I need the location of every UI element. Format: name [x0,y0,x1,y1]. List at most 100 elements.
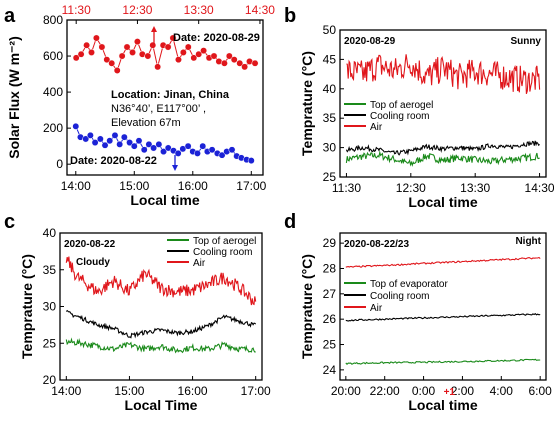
panel-a-point [88,48,95,56]
panel-letter-c: c [4,211,15,233]
panel-a-point [72,122,80,130]
panel-a-point [144,52,152,60]
panel-a-point [241,63,249,71]
panel-a-point [225,52,233,60]
panel-b-legend-label: Cooling room [370,111,429,122]
panel-c-xtick-label: 14:00 [51,384,81,398]
panel-a-point [184,43,192,51]
panel-a-point [111,131,119,139]
panel-d-legend-label: Air [370,303,383,314]
panel-a-location: Location: Jinan, China [111,89,230,101]
panel-c-series-black [65,309,257,339]
panel-d-series-green [345,358,541,365]
panel-d-temperature-night: 24 25 26 27 28 29 20:00 22:00 0:00 2:00 4:00 6:00 Te… [299,232,552,413]
panel-letter-a: a [4,5,16,27]
panel-a-point [140,146,148,154]
panel-b-condition: Sunny [510,36,541,47]
panel-c-xtick-label: 16:00 [178,384,208,398]
panel-b-ytick-label: 50 [323,23,337,37]
panel-c-ytick-label: 20 [43,373,57,387]
panel-a-point [184,142,192,150]
panel-a-point [116,140,124,148]
panel-a-point [92,34,100,42]
panel-a-ytick-label: 400 [43,85,63,99]
panel-c-xtick-label: 15:00 [114,384,144,398]
panel-a-top-xtick-label: 11:30 [62,3,91,17]
panel-c-legend-label: Cooling room [193,247,252,258]
panel-d-ytick-label: 25 [323,338,337,352]
panel-b-ytick-label: 25 [323,170,337,184]
panel-b-series-black [345,140,540,156]
panel-c-ytick-label: 30 [43,300,57,314]
panel-a-point [230,56,238,64]
panel-c-condition: Cloudy [76,257,110,268]
panel-b-ytick-label: 30 [323,141,337,155]
panel-d-series-black [345,313,541,322]
panel-a-bottom-date: Date: 2020-08-22 [70,155,157,167]
panel-a-point [149,41,157,49]
panel-d-xlabel: Local time [408,397,477,413]
panel-a-point [190,54,198,62]
panel-a-point [199,142,207,150]
panel-a-top-xtick-label: 12:30 [122,3,152,17]
panel-a-point [169,34,177,42]
panel-b-date: 2020-08-29 [344,36,396,47]
panel-a-point [194,149,201,157]
panel-a-point [103,56,111,64]
panel-b-temperature-sunny: 25 30 35 40 45 50 11:30 12:30 13:30 14:30 Tempratu… [299,23,554,210]
panel-b-xtick-label: 12:30 [396,181,426,195]
panel-a-blue-arrowhead [172,165,178,171]
panel-d-legend-label: Top of evaporator [370,279,448,290]
panel-a-point [96,135,104,143]
panel-d-xtick-label: 22:00 [370,384,400,398]
panel-d-condition: Night [515,236,541,247]
panel-a-point [174,149,182,157]
panel-a-point [106,137,114,145]
panel-b-xtick-label: 11:30 [332,181,361,195]
panel-b-xlabel: Local time [408,194,477,210]
panel-d-ytick-label: 27 [323,287,337,301]
panel-a-point [82,135,90,143]
panel-a-point [210,52,218,60]
panel-a-ytick-label: 0 [56,157,63,171]
panel-c-legend-label: Air [193,258,206,269]
panel-c-legend-label: Top of aerogel [193,236,256,247]
panel-d-xtick-label: 4:00 [490,384,514,398]
panel-a-point [86,131,94,139]
panel-c-series-green [65,337,256,354]
panel-c-ytick-label: 40 [43,226,57,240]
panel-a-point [135,137,143,145]
panel-a-point [133,38,141,46]
panel-c-temperature-cloudy: 20 25 30 35 40 14:00 15:00 16:00 17:00 Temprature… [19,226,271,413]
panel-a-point [150,144,158,152]
panel-a-point [236,59,244,67]
panel-c-ytick-label: 25 [43,336,57,350]
panel-d-xtick-label: 20:00 [331,384,361,398]
panel-a-bottom-xtick-label: 15:00 [119,179,149,193]
panel-c-ytick-label: 35 [43,263,57,277]
panel-a-point [175,56,182,64]
panel-d-xtick-label: 6:00 [528,384,552,398]
panel-d-date: 2020-08-22/23 [344,239,409,250]
panel-a-point [228,146,236,154]
panel-a-point [208,146,216,154]
panel-a-point [72,54,80,62]
panel-a-xlabel: Local time [130,192,199,208]
panel-a-frame [66,19,264,176]
panel-a-point [155,140,163,148]
panel-a-bottom-xtick-label: 16:00 [178,179,208,193]
panel-a-point [91,139,99,147]
panel-d-legend-label: Cooling room [370,291,429,302]
panel-d-ytick-label: 28 [323,261,337,275]
panel-b-legend-label: Air [370,122,383,133]
panel-letter-b: b [284,5,296,27]
panel-c-ylabel: Temprature (°C) [19,254,35,359]
panel-b-xtick-label: 14:30 [525,181,554,195]
panel-a-point [200,47,208,55]
panel-d-xtick-label: 0:00 [412,384,436,398]
panel-a-point [164,43,172,51]
panel-b-ylabel: Temprature (°C) [299,51,315,156]
panel-a-point [179,48,187,56]
panel-b-legend-label: Top of aerogel [370,100,433,111]
panel-a-ylabel: Solar Flux (W m⁻²) [6,36,22,159]
